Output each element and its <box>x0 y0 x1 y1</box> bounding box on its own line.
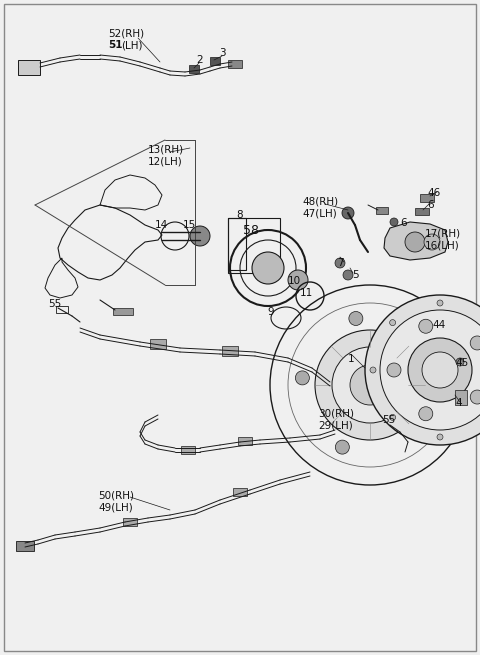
Circle shape <box>414 424 428 438</box>
Circle shape <box>437 434 443 440</box>
Text: 49(LH): 49(LH) <box>98 502 133 512</box>
Bar <box>189 65 199 73</box>
Text: 14: 14 <box>155 220 168 230</box>
Bar <box>18 60 40 75</box>
Bar <box>228 60 242 68</box>
Polygon shape <box>222 346 238 356</box>
Text: 15: 15 <box>183 220 196 230</box>
Circle shape <box>390 415 396 421</box>
Bar <box>376 207 388 214</box>
Polygon shape <box>181 446 195 454</box>
Text: 29(LH): 29(LH) <box>318 420 353 430</box>
Text: 7: 7 <box>337 258 344 268</box>
Text: 44: 44 <box>432 320 445 330</box>
Text: 11: 11 <box>300 288 313 298</box>
Bar <box>210 57 220 65</box>
Circle shape <box>405 232 425 252</box>
Text: 45: 45 <box>455 358 468 368</box>
Circle shape <box>295 371 310 385</box>
Polygon shape <box>150 339 166 349</box>
Circle shape <box>419 407 433 421</box>
Circle shape <box>422 344 436 358</box>
Circle shape <box>470 336 480 350</box>
Text: 1: 1 <box>348 354 355 364</box>
Text: 48(RH): 48(RH) <box>302 196 338 206</box>
Circle shape <box>408 338 472 402</box>
Circle shape <box>350 365 390 405</box>
Circle shape <box>390 218 398 226</box>
Circle shape <box>437 300 443 306</box>
Bar <box>420 194 434 202</box>
Circle shape <box>349 312 363 326</box>
Text: 9: 9 <box>267 307 274 317</box>
Text: (LH): (LH) <box>121 40 143 50</box>
Circle shape <box>380 310 480 430</box>
Circle shape <box>315 330 425 440</box>
Text: 8: 8 <box>236 210 242 220</box>
Text: 47(LH): 47(LH) <box>302 208 337 218</box>
Text: 55: 55 <box>48 299 61 309</box>
Circle shape <box>288 270 308 290</box>
Bar <box>228 218 246 270</box>
Circle shape <box>424 234 440 250</box>
Text: 2: 2 <box>196 55 203 65</box>
Circle shape <box>252 252 284 284</box>
Bar <box>56 306 68 313</box>
Text: 6: 6 <box>427 200 433 210</box>
Text: 46: 46 <box>427 188 440 198</box>
Circle shape <box>470 390 480 404</box>
Text: 51: 51 <box>108 40 122 50</box>
Circle shape <box>190 226 210 246</box>
Text: 5: 5 <box>352 270 359 280</box>
Polygon shape <box>384 222 448 260</box>
Text: 50(RH): 50(RH) <box>98 490 134 500</box>
Text: 55: 55 <box>382 415 395 425</box>
Polygon shape <box>123 518 137 526</box>
Circle shape <box>422 352 458 388</box>
Circle shape <box>332 347 408 423</box>
Bar <box>228 218 280 273</box>
Text: 6: 6 <box>400 218 407 228</box>
Text: 30(RH): 30(RH) <box>318 408 354 418</box>
Circle shape <box>342 207 354 219</box>
Text: 58: 58 <box>243 224 259 237</box>
Text: 10: 10 <box>288 276 301 286</box>
Polygon shape <box>233 488 247 496</box>
Text: 3: 3 <box>219 48 226 58</box>
Text: 13(RH): 13(RH) <box>148 145 184 155</box>
Circle shape <box>419 319 433 333</box>
Circle shape <box>335 258 345 268</box>
Text: 16(LH): 16(LH) <box>425 240 460 250</box>
Text: 12(LH): 12(LH) <box>148 156 183 166</box>
Circle shape <box>370 367 376 373</box>
Circle shape <box>336 440 349 454</box>
Bar <box>16 541 34 551</box>
Text: 17(RH): 17(RH) <box>425 228 461 238</box>
Polygon shape <box>238 437 252 445</box>
Bar <box>113 308 133 315</box>
Circle shape <box>390 320 396 326</box>
Circle shape <box>387 363 401 377</box>
Circle shape <box>365 295 480 445</box>
Text: 52(RH): 52(RH) <box>108 28 144 38</box>
Bar <box>415 208 429 215</box>
Text: 4: 4 <box>455 398 462 408</box>
Circle shape <box>343 270 353 280</box>
Circle shape <box>456 358 464 366</box>
Bar <box>455 390 467 405</box>
